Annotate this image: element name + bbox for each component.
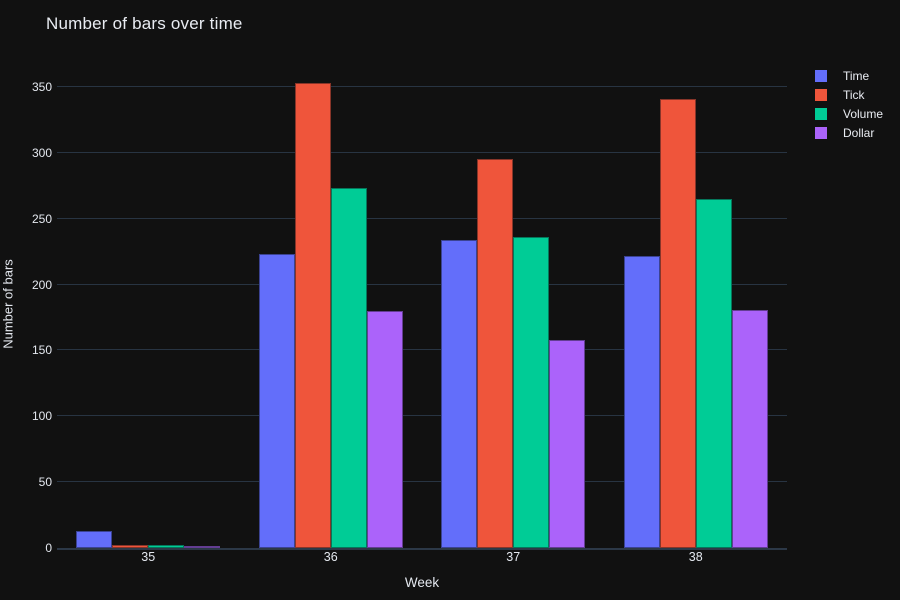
gridline [57, 86, 787, 87]
legend-item-volume[interactable]: Volume [815, 104, 883, 123]
bar-time-35 [76, 530, 113, 548]
gridline [57, 481, 787, 483]
legend-item-tick[interactable]: Tick [815, 85, 883, 104]
x-axis-title: Week [404, 575, 440, 590]
y-tick-label: 200 [31, 277, 52, 292]
bar-dollar-37 [549, 339, 586, 548]
y-tick-label: 250 [31, 211, 52, 226]
bar-dollar-36 [366, 310, 403, 548]
legend-swatch-volume [815, 107, 827, 120]
bar-volume-36 [330, 188, 367, 548]
legend-label: Volume [843, 106, 884, 121]
bar-tick-38 [659, 98, 696, 548]
legend-label: Tick [843, 87, 865, 102]
bar-dollar-35 [184, 546, 221, 548]
bar-time-38 [623, 255, 660, 548]
y-tick-label: 50 [38, 475, 52, 490]
bar-volume-37 [513, 237, 550, 548]
x-tick-label: 38 [688, 550, 703, 564]
gridline [57, 151, 787, 153]
plot-area [57, 60, 787, 550]
y-tick-label: 0 [45, 541, 52, 555]
bar-tick-37 [477, 159, 514, 548]
bar-time-37 [441, 239, 478, 548]
bar-time-36 [258, 254, 295, 548]
legend-label: Time [843, 68, 870, 83]
x-tick-label: 35 [141, 550, 156, 564]
legend-swatch-time [815, 69, 827, 82]
legend-item-dollar[interactable]: Dollar [815, 123, 883, 142]
bar-tick-36 [294, 83, 331, 548]
y-tick-label: 100 [31, 409, 52, 424]
gridline [57, 349, 787, 351]
legend: Time Tick Volume Dollar [815, 66, 883, 142]
legend-swatch-dollar [815, 126, 827, 139]
bar-tick-35 [112, 545, 149, 548]
legend-label: Dollar [843, 125, 875, 140]
y-tick-label: 300 [31, 145, 52, 160]
y-tick-label: 150 [31, 343, 52, 358]
x-tick-label: 36 [323, 550, 338, 564]
gridline [57, 283, 787, 285]
bar-dollar-38 [731, 309, 768, 548]
legend-item-time[interactable]: Time [815, 66, 883, 85]
bar-volume-35 [148, 545, 185, 548]
y-axis-title: Number of bars [0, 259, 16, 349]
legend-swatch-tick [815, 88, 827, 101]
gridline [57, 217, 787, 219]
x-tick-label: 37 [506, 550, 521, 564]
chart-title: Number of bars over time [46, 14, 243, 33]
gridline [57, 415, 787, 417]
y-tick-label: 350 [31, 80, 52, 94]
bar-volume-38 [695, 198, 732, 548]
